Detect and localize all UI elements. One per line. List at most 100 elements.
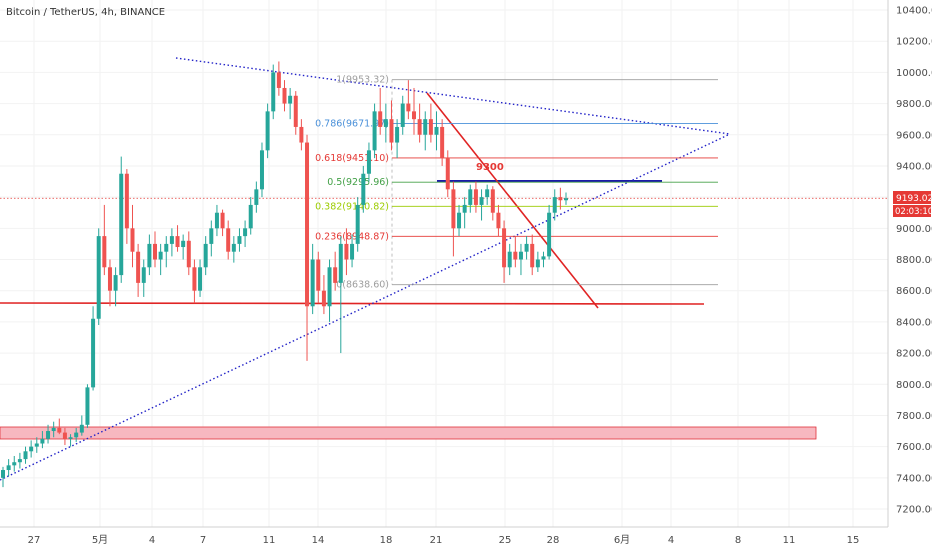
candle-body [496,212,501,229]
last-price-label: 9193.02 [896,194,932,204]
candles [1,61,568,488]
candle [248,197,253,235]
candle-body [485,189,490,198]
candle-body [91,318,96,388]
candle [305,134,310,361]
y-tick-label: 10400.00 [896,6,932,17]
candle-body [434,126,439,135]
candle [158,243,163,276]
candle [535,251,540,272]
candle-body [23,451,28,460]
x-tick-label: 14 [312,535,325,546]
candle-body [564,198,568,201]
candle-body [423,119,428,135]
candle [518,243,523,276]
countdown-box [893,205,931,217]
candle-body [552,197,557,213]
candle-body [181,240,186,248]
candle-body [344,243,349,260]
candle [259,142,264,198]
candle-body [175,236,180,248]
candle-body [507,251,512,268]
candle-body [490,189,495,213]
candle [153,231,158,268]
candle [383,103,388,143]
candle-body [198,267,203,291]
x-tick-label: 7 [200,535,206,546]
candle [473,181,478,213]
fib-level-label: 0.786(9671.97) [315,119,389,130]
candle [400,95,405,135]
candle-body [186,240,191,268]
candle [186,231,191,276]
candle [198,259,203,297]
candle-body [406,103,411,112]
candle [107,259,112,307]
candle [91,306,96,391]
candle [321,275,326,315]
candle [96,228,101,325]
candle-body [338,243,343,283]
candle [451,181,456,257]
candle-body [96,236,101,319]
upper-dotted-trendline [175,57,731,135]
candle-body [372,111,377,151]
candle-body [169,236,174,244]
candle-body [153,243,158,260]
candle [271,64,276,120]
candle-body [310,259,315,307]
candle-body [147,243,152,268]
candle [164,236,169,268]
candle-body [389,119,394,143]
candle [192,259,197,304]
candle [17,452,22,469]
candle [338,236,343,354]
x-tick-label: 28 [547,535,560,546]
candle [496,204,501,237]
candle [445,150,450,198]
candle [23,446,28,464]
candle [366,142,371,182]
candle [288,87,293,120]
candle [6,459,11,477]
x-tick-label: 11 [783,535,796,546]
candle [130,204,135,268]
candle [541,251,546,268]
y-tick-label: 8600.00 [896,286,932,297]
candle [175,225,180,252]
candle-body [440,126,445,159]
candle [119,156,124,283]
candle-body [237,236,242,244]
candle [350,234,355,268]
candle-body [293,95,298,127]
price-badge: 9193.02 02:03:10 [893,191,932,217]
chart-title: Bitcoin / TetherUS, 4h, BINANCE [6,7,165,18]
candle-body [530,243,535,268]
candle [417,103,422,143]
candle-body [259,150,264,190]
candle [209,220,214,257]
candle-body [74,432,79,438]
candle [524,236,529,260]
candle-body [57,427,62,433]
y-tick-label: 10200.00 [896,37,932,48]
candle-body [62,432,67,439]
candle-body [124,173,129,229]
fib-level-label: 0.5(9295.96) [327,177,389,188]
candle-body [524,243,529,252]
candle-body [350,243,355,260]
last-price-box [893,191,931,204]
candle [57,418,62,435]
candle-body [271,72,276,112]
x-tick-label: 4 [668,535,674,546]
candle-body [158,251,163,260]
candle [389,100,394,151]
candle-body [518,251,523,260]
candle [62,427,67,446]
x-tick-label: 27 [28,535,41,546]
candle [552,189,557,221]
fib-level-label: 0.382(9140.82) [315,201,389,212]
candle-body [547,212,552,257]
candle-body [513,251,518,260]
candle [333,251,338,291]
